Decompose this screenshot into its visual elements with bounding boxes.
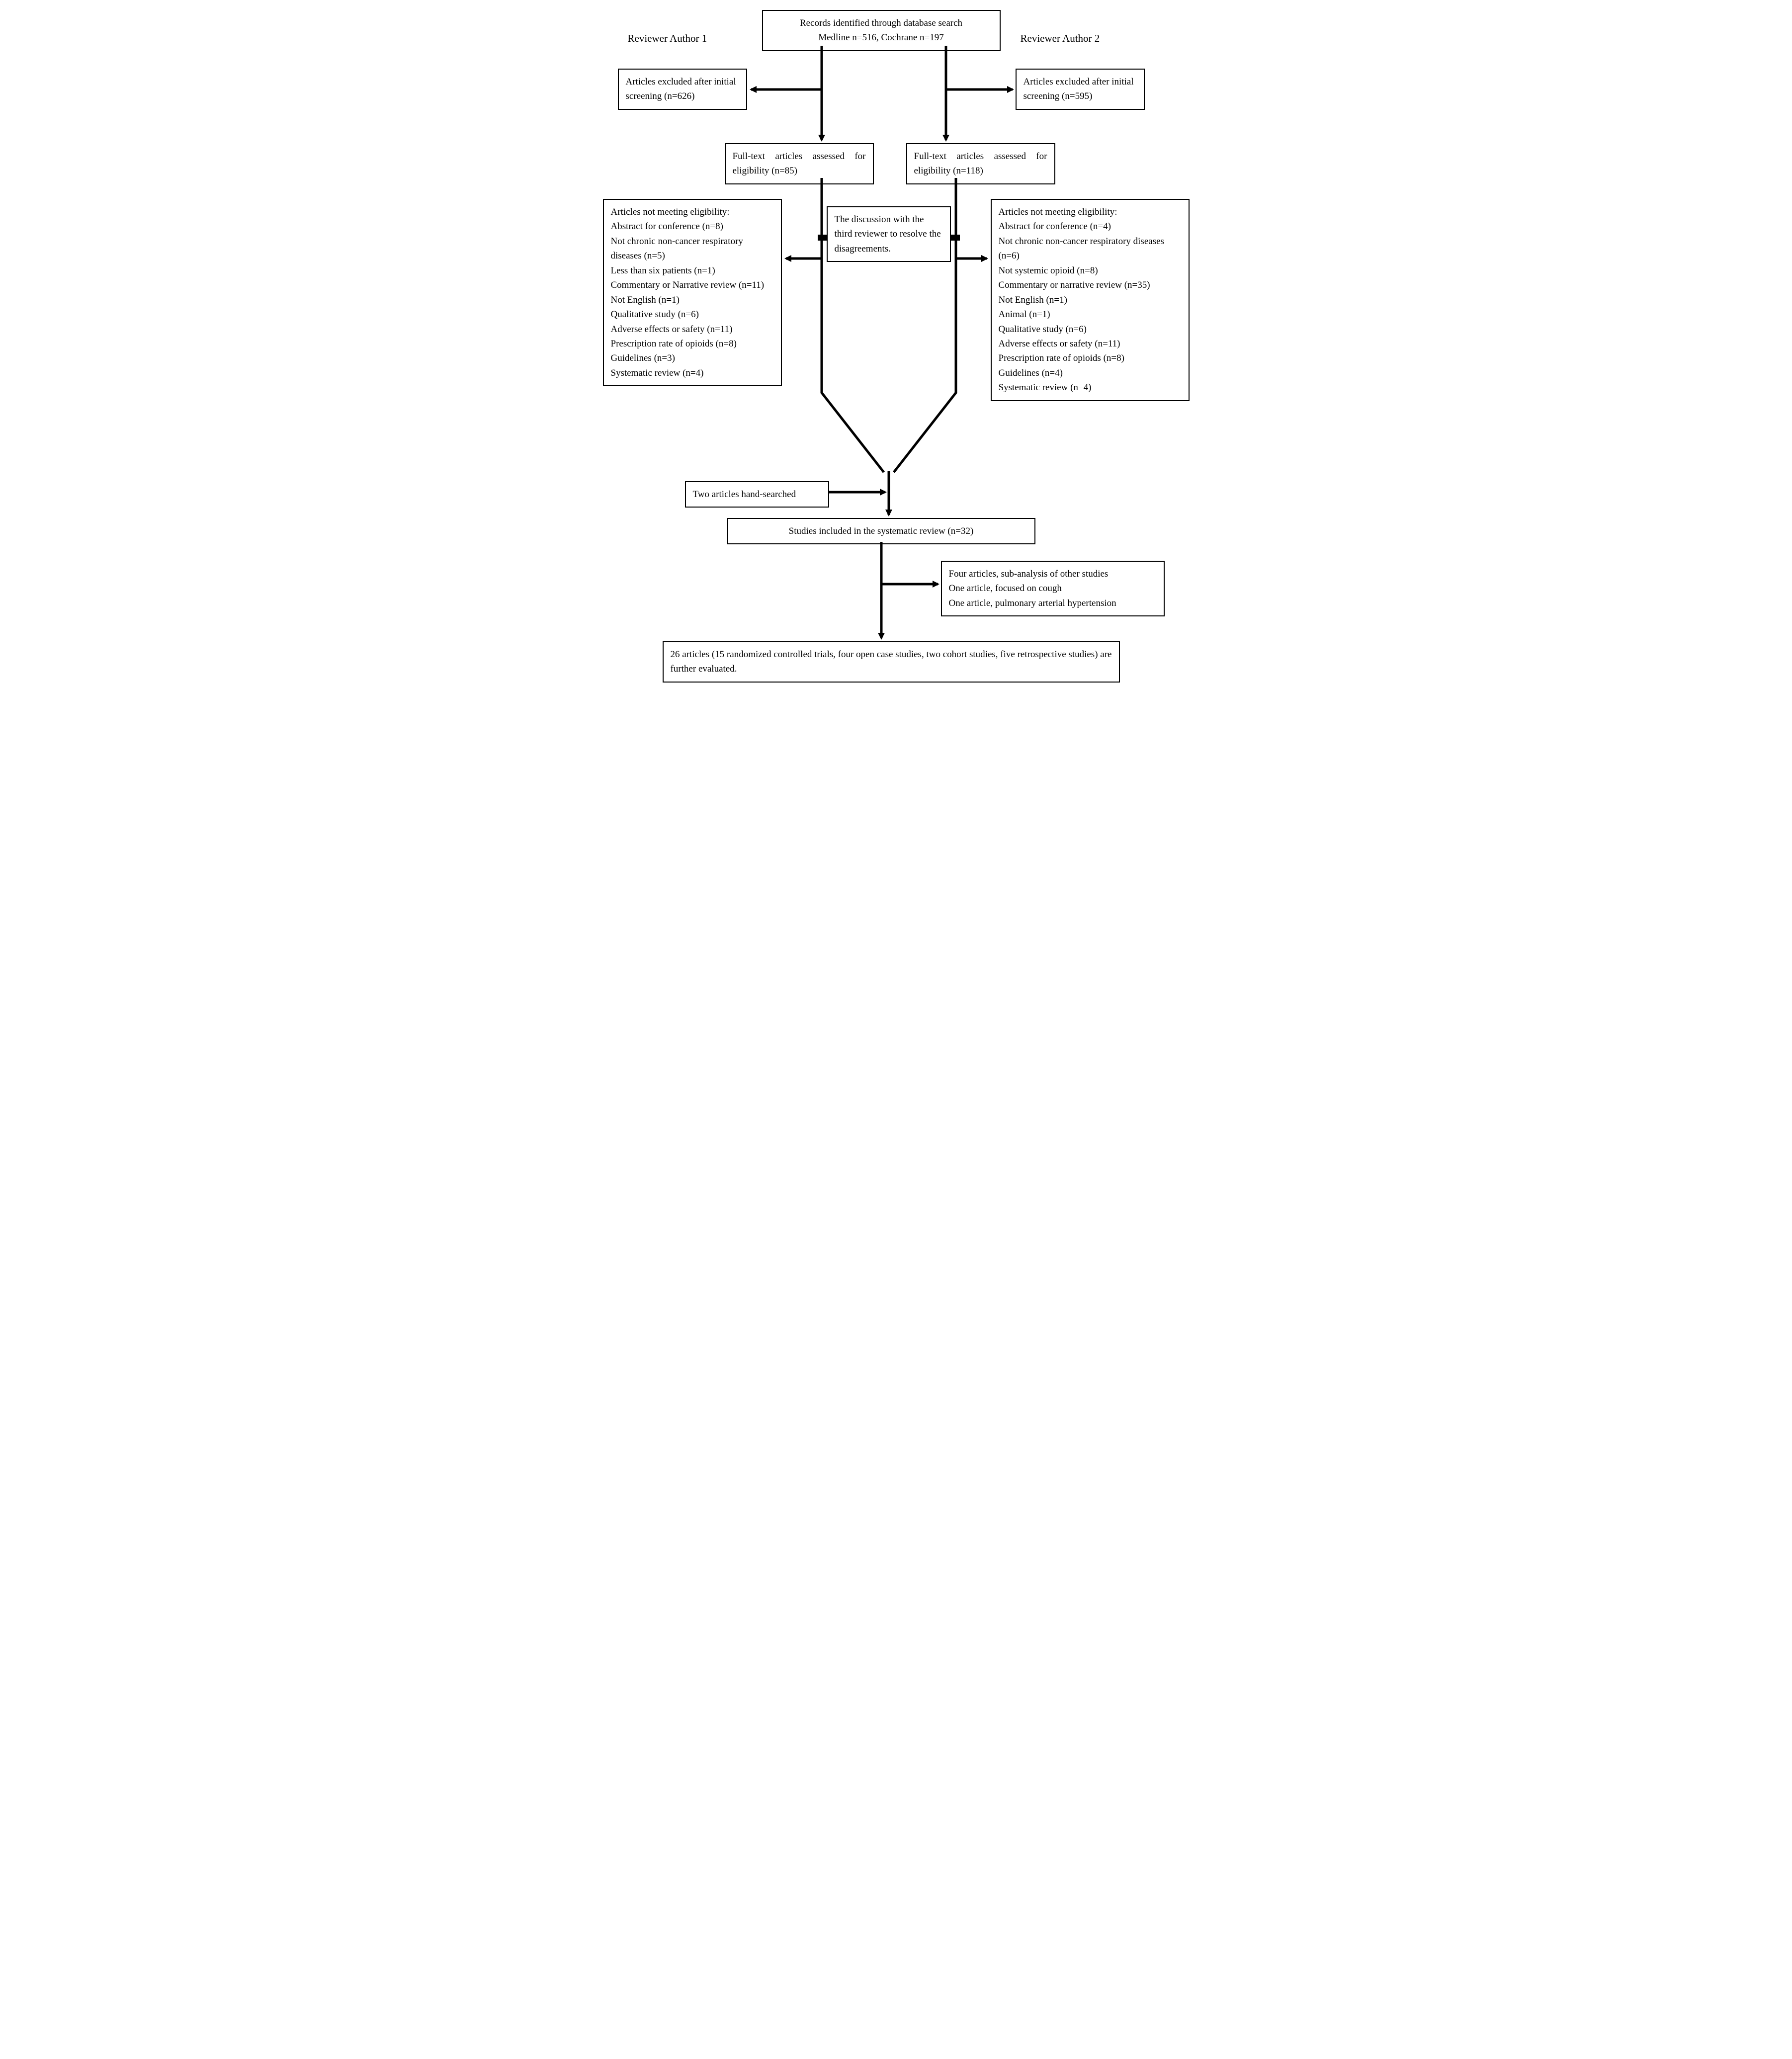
nm1-2: Less than six patients (n=1) [611,263,774,278]
reviewer-author-1-label: Reviewer Author 1 [628,32,707,45]
nm2-6: Qualitative study (n=6) [999,322,1182,337]
nm1-4: Not English (n=1) [611,293,774,307]
not-meeting-1-box: Articles not meeting eligibility: Abstra… [603,199,782,386]
nm2-7: Adverse effects or safety (n=11) [999,337,1182,351]
excluded-initial-2-box: Articles excluded after initial screenin… [1016,69,1145,110]
nm1-0: Abstract for conference (n=8) [611,219,774,234]
records-line1: Records identified through database sear… [770,16,993,30]
not-meeting-2-title: Articles not meeting eligibility: [999,205,1182,219]
records-line2: Medline n=516, Cochrane n=197 [770,30,993,45]
nm2-1: Not chronic non-cancer respiratory disea… [999,234,1182,263]
nm2-5: Animal (n=1) [999,307,1182,322]
nm2-3: Commentary or narrative review (n=35) [999,278,1182,292]
nm2-2: Not systemic opioid (n=8) [999,263,1182,278]
included-box: Studies included in the systematic revie… [727,518,1035,544]
reviewer-author-2-label: Reviewer Author 2 [1021,32,1100,45]
not-meeting-1-title: Articles not meeting eligibility: [611,205,774,219]
records-identified-box: Records identified through database sear… [762,10,1001,51]
nm1-8: Guidelines (n=3) [611,351,774,365]
er-2: One article, pulmonary arterial hyperten… [949,596,1157,610]
er-1: One article, focused on cough [949,581,1157,596]
nm2-0: Abstract for conference (n=4) [999,219,1182,234]
nm1-1: Not chronic non-cancer respiratory disea… [611,234,774,263]
nm1-7: Prescription rate of opioids (n=8) [611,337,774,351]
fulltext-2-box: Full-text articles assessed for eligibil… [906,143,1055,184]
nm2-10: Systematic review (n=4) [999,380,1182,395]
exclusion-reasons-box: Four articles, sub-analysis of other stu… [941,561,1165,616]
hand-searched-box: Two articles hand-searched [685,481,829,508]
fulltext-1-box: Full-text articles assessed for eligibil… [725,143,874,184]
nm2-8: Prescription rate of opioids (n=8) [999,351,1182,365]
final-box: 26 articles (15 randomized controlled tr… [663,641,1120,683]
nm1-3: Commentary or Narrative review (n=11) [611,278,774,292]
nm2-9: Guidelines (n=4) [999,366,1182,380]
flowchart-canvas: Reviewer Author 1 Reviewer Author 2 Reco… [598,10,1195,696]
er-0: Four articles, sub-analysis of other stu… [949,567,1157,581]
discussion-box: The discussion with the third reviewer t… [827,206,951,262]
nm1-6: Adverse effects or safety (n=11) [611,322,774,337]
nm1-5: Qualitative study (n=6) [611,307,774,322]
nm1-9: Systematic review (n=4) [611,366,774,380]
excluded-initial-1-box: Articles excluded after initial screenin… [618,69,747,110]
not-meeting-2-box: Articles not meeting eligibility: Abstra… [991,199,1190,401]
nm2-4: Not English (n=1) [999,293,1182,307]
